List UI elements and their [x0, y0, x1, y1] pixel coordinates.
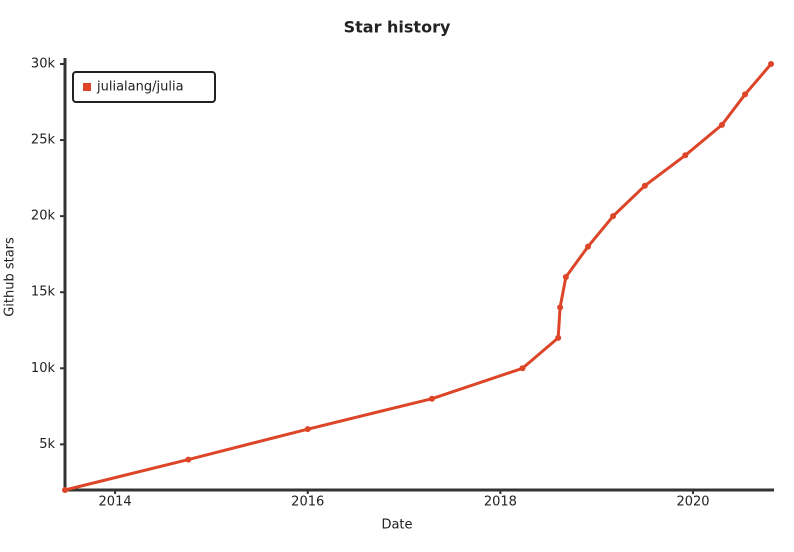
data-point: [768, 61, 775, 67]
chart-title: Star history: [344, 18, 451, 37]
legend-swatch: [83, 83, 91, 91]
y-axis-title: Github stars: [3, 237, 18, 317]
data-point: [62, 487, 68, 493]
data-point: [304, 426, 311, 433]
y-tick-label: 15k: [31, 285, 56, 300]
y-tick-label: 5k: [39, 437, 55, 452]
x-tick-label: 2014: [99, 495, 132, 510]
data-point: [519, 365, 526, 372]
legend-box: [72, 71, 216, 103]
legend-label: julialang/julia: [96, 80, 184, 95]
x-tick-label: 2020: [676, 495, 709, 510]
data-point: [562, 274, 569, 280]
data-point: [428, 395, 435, 402]
y-tick-label: 10k: [31, 361, 56, 376]
y-tick-label: 30k: [31, 57, 56, 72]
y-tick-label: 20k: [31, 209, 56, 224]
x-tick-label: 2016: [291, 495, 324, 510]
y-tick-label: 25k: [31, 133, 56, 148]
x-tick-label: 2018: [484, 495, 517, 510]
data-point: [585, 243, 592, 250]
data-point: [185, 456, 192, 463]
data-point: [742, 91, 749, 98]
x-axis-title: Date: [381, 518, 412, 533]
data-point: [682, 152, 689, 159]
data-point: [641, 182, 648, 189]
series-line: [64, 63, 773, 492]
data-point: [555, 334, 562, 341]
data-point: [610, 213, 617, 220]
data-point: [557, 304, 564, 311]
data-point: [718, 121, 725, 128]
